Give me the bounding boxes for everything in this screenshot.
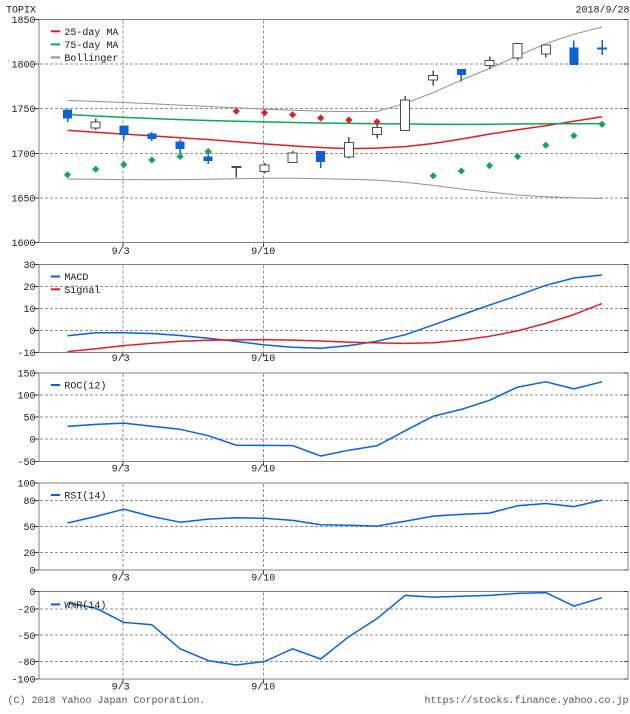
svg-text:ROC(12): ROC(12) (64, 381, 106, 393)
svg-text:9/3: 9/3 (112, 246, 130, 258)
svg-text:W%R(14): W%R(14) (64, 600, 106, 612)
svg-text:20: 20 (23, 283, 35, 294)
svg-text:9/3: 9/3 (112, 682, 130, 694)
svg-text:9/3: 9/3 (112, 464, 130, 476)
svg-text:9/3: 9/3 (112, 353, 130, 365)
svg-text:1850: 1850 (11, 16, 35, 27)
svg-text:9/10: 9/10 (251, 353, 275, 365)
svg-text:-10: -10 (17, 349, 35, 360)
svg-text:RSI(14): RSI(14) (64, 491, 106, 503)
svg-text:-20: -20 (17, 606, 35, 617)
svg-text:-80: -80 (17, 658, 35, 669)
svg-text:25-day MA: 25-day MA (64, 27, 118, 39)
svg-text:30: 30 (23, 261, 35, 272)
svg-text:9/10: 9/10 (251, 246, 275, 258)
svg-text:2018/9/28: 2018/9/28 (575, 5, 629, 17)
svg-text:https://stocks.finance.yahoo.c: https://stocks.finance.yahoo.co.jp (424, 695, 628, 707)
svg-text:1750: 1750 (11, 105, 35, 116)
svg-text:9/10: 9/10 (251, 464, 275, 476)
svg-text:Signal: Signal (64, 285, 100, 297)
svg-text:MACD: MACD (64, 273, 88, 284)
svg-text:1800: 1800 (11, 61, 35, 72)
svg-text:Bollinger: Bollinger (64, 53, 118, 65)
svg-text:20: 20 (23, 549, 35, 560)
svg-text:-50: -50 (17, 458, 35, 469)
svg-text:75-day MA: 75-day MA (64, 40, 118, 52)
svg-text:1700: 1700 (11, 150, 35, 161)
svg-text:10: 10 (23, 305, 35, 316)
svg-text:9/3: 9/3 (112, 573, 130, 585)
svg-text:9/10: 9/10 (251, 682, 275, 694)
svg-text:-50: -50 (17, 632, 35, 643)
svg-text:1650: 1650 (11, 194, 35, 205)
svg-text:50: 50 (23, 523, 35, 534)
svg-text:-100: -100 (11, 676, 35, 687)
svg-text:80: 80 (23, 497, 35, 508)
svg-text:TOPIX: TOPIX (6, 6, 36, 17)
svg-text:9/10: 9/10 (251, 573, 275, 585)
svg-text:0: 0 (29, 436, 35, 447)
svg-text:0: 0 (29, 566, 35, 577)
svg-text:150: 150 (17, 370, 35, 381)
svg-text:0: 0 (29, 588, 35, 599)
svg-text:0: 0 (29, 327, 35, 338)
svg-text:100: 100 (17, 392, 35, 403)
svg-text:50: 50 (23, 414, 35, 425)
svg-text:100: 100 (17, 480, 35, 491)
svg-text:1600: 1600 (11, 239, 35, 250)
svg-text:(C) 2018 Yahoo Japan Corporati: (C) 2018 Yahoo Japan Corporation. (8, 695, 206, 707)
